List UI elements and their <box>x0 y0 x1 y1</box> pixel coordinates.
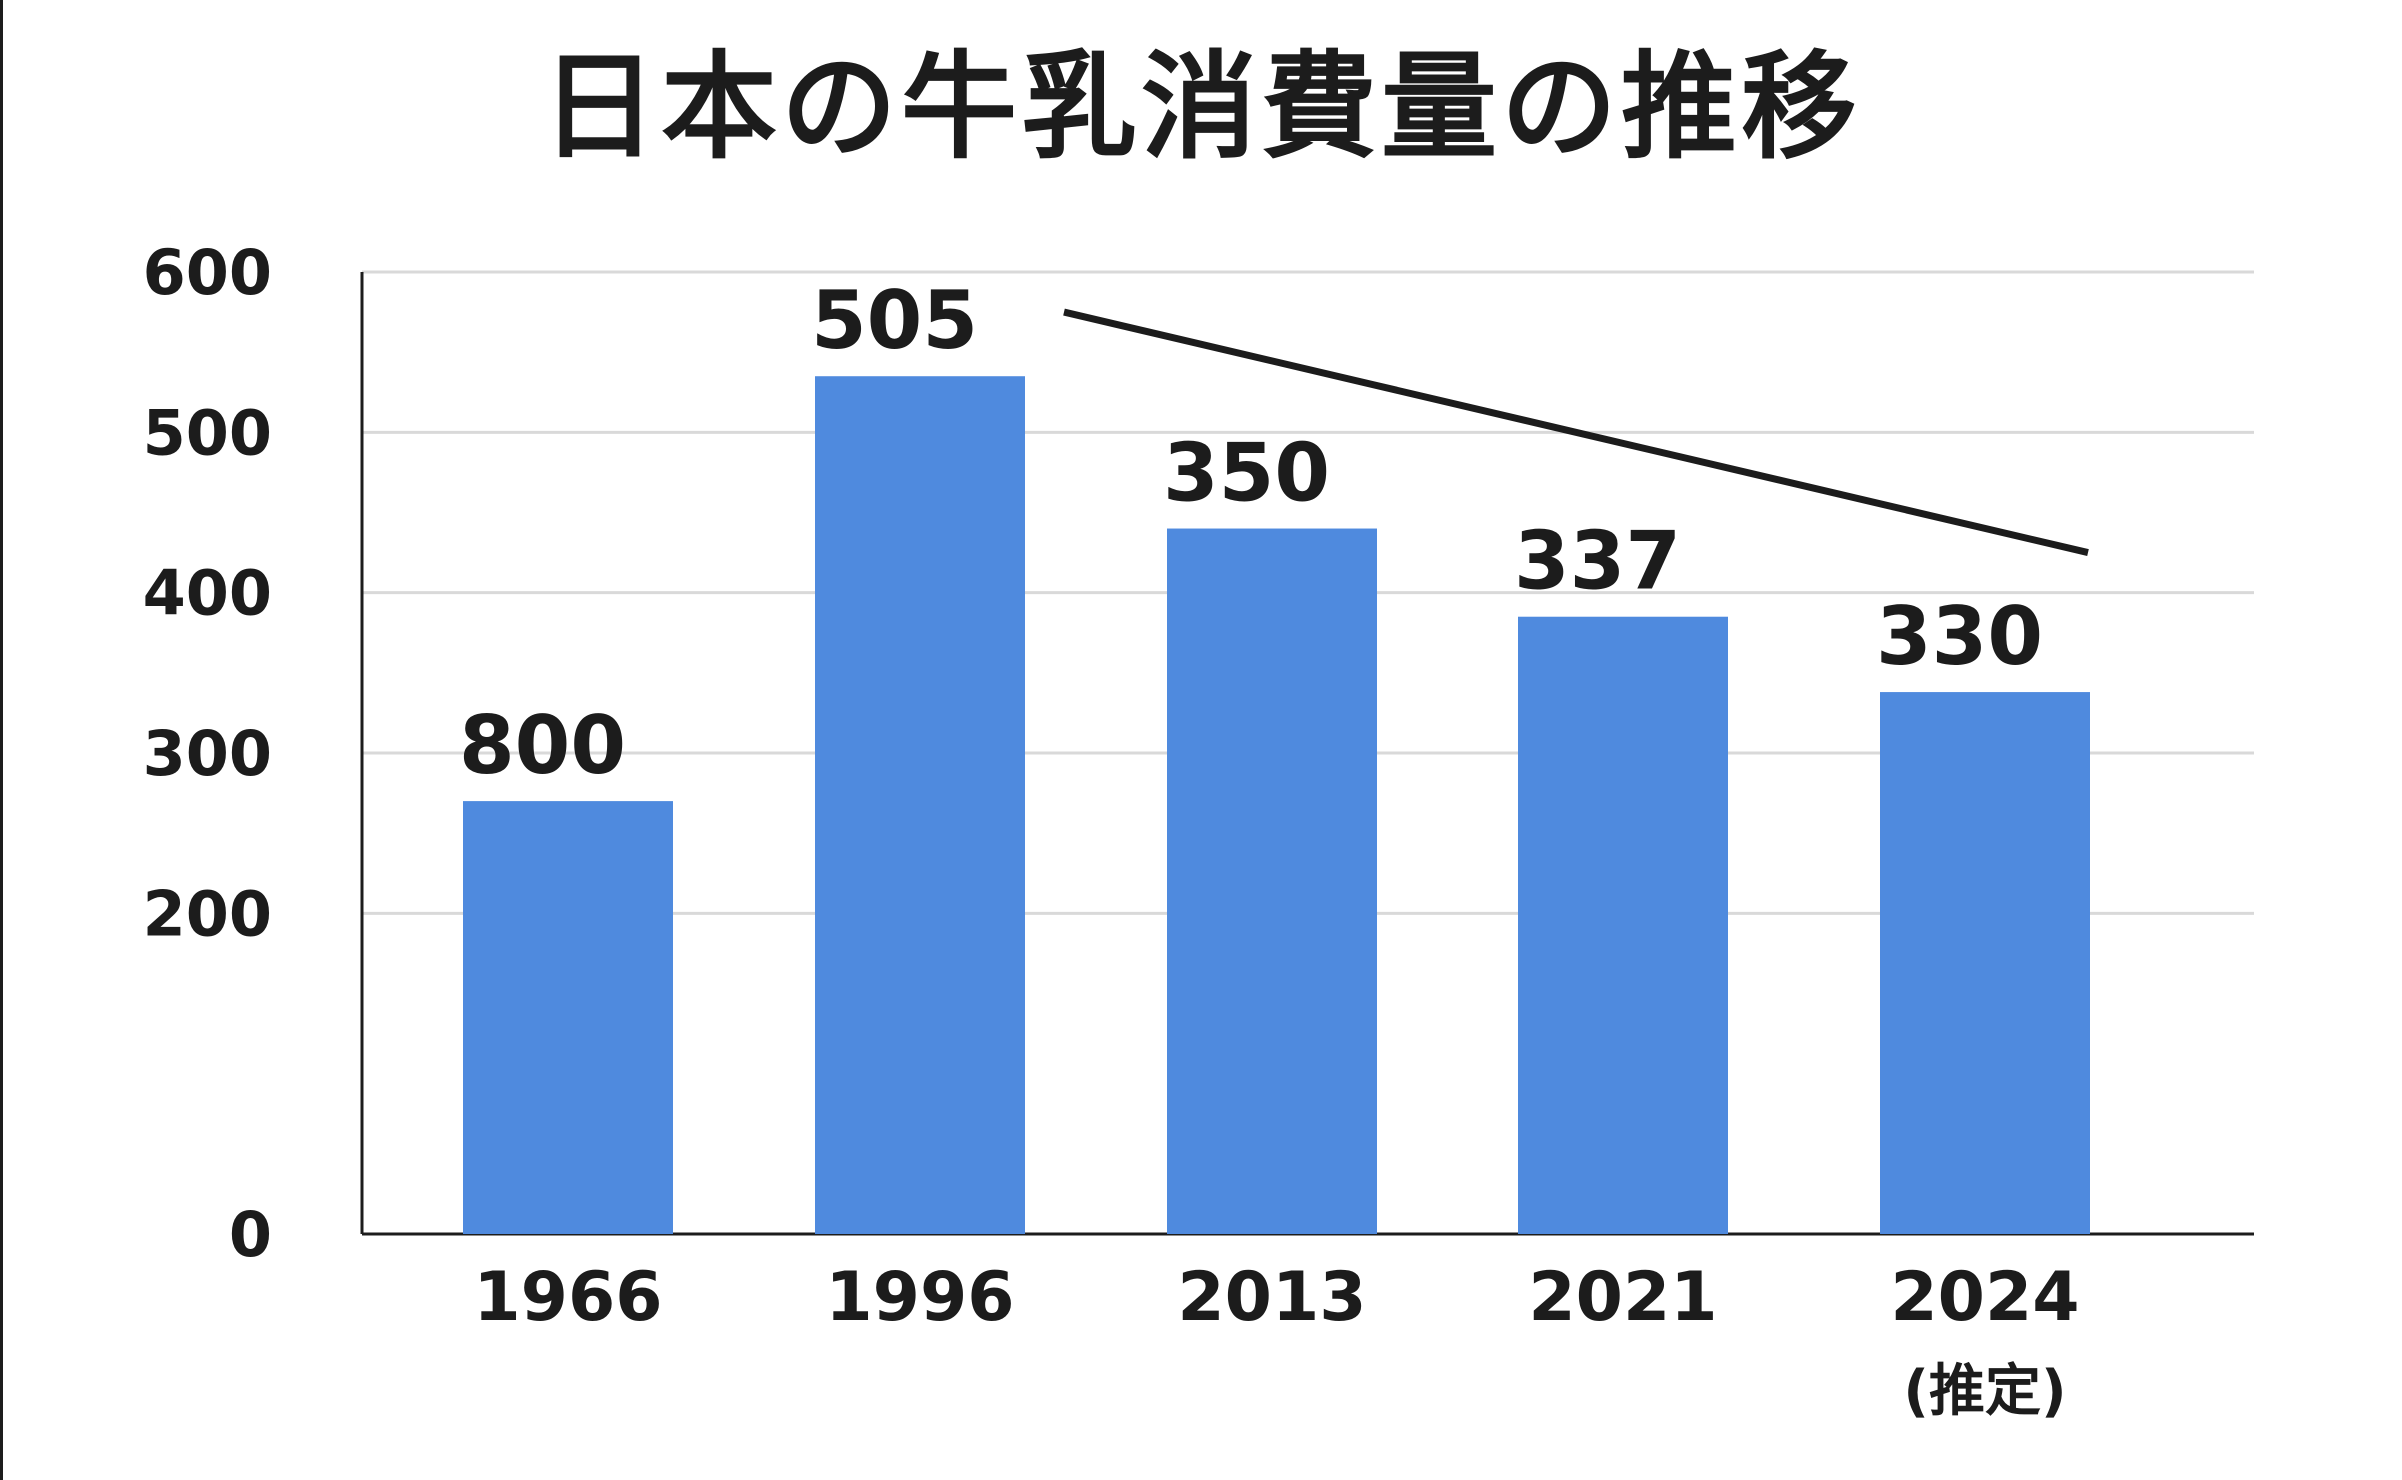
data-label: 350 <box>1163 427 1330 520</box>
y-tick-label: 0 <box>229 1198 272 1271</box>
left-border <box>0 0 3 1480</box>
bar <box>463 801 673 1234</box>
x-tick-label: 1966 <box>473 1258 662 1337</box>
x-tick-label: 2013 <box>1177 1258 1366 1337</box>
y-tick-label: 300 <box>143 717 272 790</box>
x-tick-label: 1996 <box>825 1258 1014 1337</box>
x-tick-label: 2021 <box>1528 1258 1717 1337</box>
bar <box>1167 528 1377 1234</box>
chart-title: 日本の牛乳消費量の推移 <box>541 40 1861 175</box>
data-label: 330 <box>1876 590 2043 683</box>
y-tick-label: 600 <box>143 236 272 309</box>
data-label: 800 <box>459 699 626 792</box>
y-tick-label: 500 <box>143 396 272 469</box>
x-tick-label: 2024 <box>1890 1258 2079 1337</box>
trend-line <box>1063 308 2089 556</box>
y-tick-label: 400 <box>143 557 272 630</box>
bar <box>815 376 1025 1234</box>
x-tick-note: (推定) <box>1903 1359 2066 1424</box>
data-label: 337 <box>1514 515 1681 608</box>
y-tick-label: 200 <box>143 877 272 950</box>
bar <box>1518 616 1728 1234</box>
bar <box>1880 692 2090 1234</box>
data-label: 505 <box>811 274 978 367</box>
